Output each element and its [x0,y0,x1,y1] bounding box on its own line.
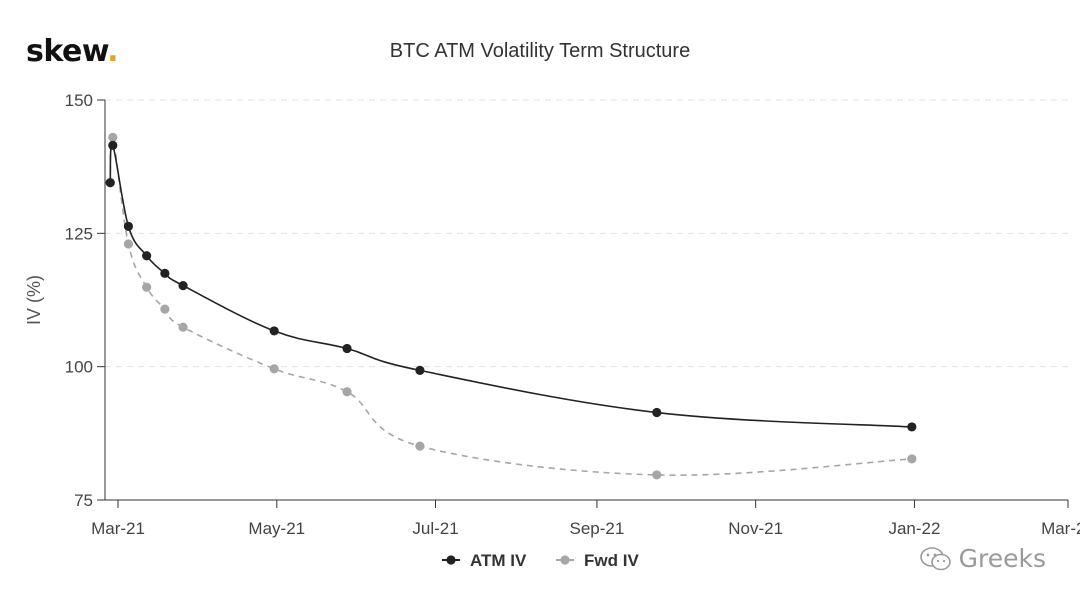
data-point-fwd-iv [178,322,188,332]
data-point-atm-iv [160,268,170,278]
y-tick-label: 75 [74,491,93,510]
x-tick-label: Jul-21 [412,519,458,538]
y-tick-label: 100 [65,358,93,377]
logo-text: skew [26,34,108,69]
x-tick-label: Jan-22 [888,519,940,538]
data-point-fwd-iv [108,132,118,142]
grid-lines [105,99,1068,368]
data-point-atm-iv [105,178,115,188]
legend-label: Fwd IV [584,551,639,570]
data-point-fwd-iv [160,304,170,314]
series-layer [105,132,917,480]
x-tick-label: Sep-21 [569,519,624,538]
legend-item-fwd-iv[interactable]: Fwd IV [556,551,639,570]
data-point-fwd-iv [342,387,352,397]
y-axis-label: IV (%) [24,275,44,325]
legend-label: ATM IV [470,551,527,570]
legend-marker [446,555,456,565]
legend[interactable]: ATM IV Fwd IV [442,551,639,570]
chart-title: BTC ATM Volatility Term Structure [389,40,691,62]
legend-marker [560,555,570,565]
data-point-fwd-iv [907,454,917,464]
x-tick-label: Nov-21 [728,519,783,538]
series-fwd-iv [105,132,917,480]
data-point-atm-iv [178,281,188,291]
wechat-icon [919,546,951,570]
data-point-fwd-iv [415,441,425,451]
data-point-atm-iv [142,251,152,261]
watermark: Greeks [919,544,1046,573]
data-point-atm-iv [652,407,662,418]
data-point-fwd-iv [123,239,134,249]
legend-item-atm-iv[interactable]: ATM IV [442,551,527,570]
data-point-fwd-iv [142,282,152,292]
data-point-atm-iv [108,140,118,150]
series-line-fwd-iv [109,134,912,476]
watermark-text: Greeks [958,544,1046,573]
skew-logo: skew. [26,34,119,69]
x-tick-label: Mar-21 [91,519,145,538]
logo-dot: . [107,34,119,69]
data-point-atm-iv [907,422,917,432]
data-point-fwd-iv [652,470,662,480]
data-point-atm-iv [123,221,134,231]
series-line-atm-iv [109,143,912,428]
series-atm-iv [105,140,917,432]
data-point-atm-iv [269,326,279,336]
data-point-fwd-iv [269,364,279,374]
data-point-atm-iv [415,365,425,375]
data-point-atm-iv [342,343,352,354]
y-tick-label: 150 [65,91,93,110]
axes: 75 100 125 150 Mar-21 May-21 Jul-21 Sep-21 Nov-2… [24,91,1080,538]
x-tick-label: May-21 [248,519,305,538]
y-tick-label: 125 [65,224,93,243]
x-tick-label: Mar-22 [1041,519,1080,538]
